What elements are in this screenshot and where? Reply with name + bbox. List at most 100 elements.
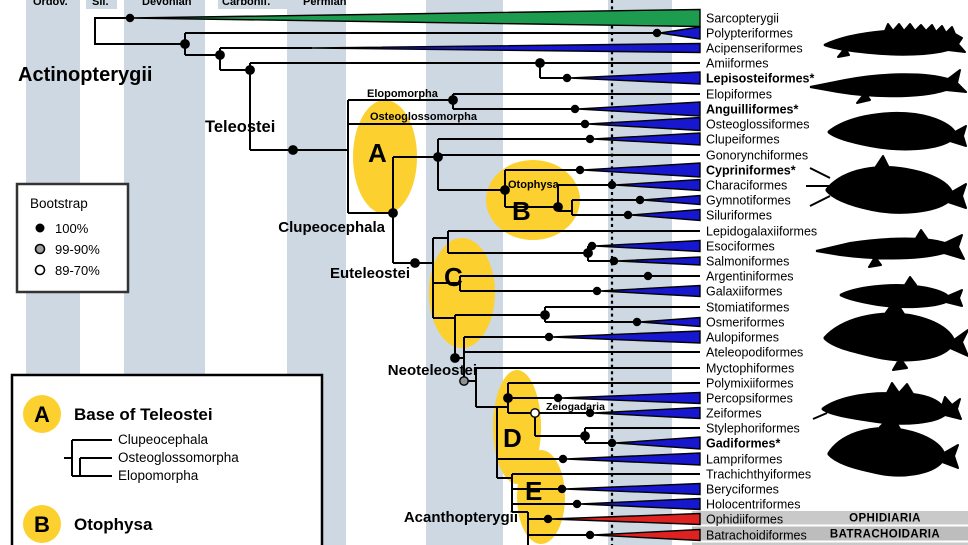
clade-wedge-Characiformes xyxy=(614,178,701,192)
clade-wedge-Osmeriformes xyxy=(639,316,701,328)
taxon-label: Polypteriformes xyxy=(706,27,793,41)
node-dot-100 xyxy=(388,208,398,218)
taxon-label: Clupeiformes xyxy=(706,133,780,147)
inset-tree-label-2: Osteoglossomorpha xyxy=(118,450,239,465)
clade-wedge-Percopsiformes xyxy=(560,391,701,405)
label-elopomorpha: Elopomorpha xyxy=(367,88,439,100)
ophidiaria-bar xyxy=(692,511,968,525)
taxon-label: Ateleopodiformes xyxy=(706,346,803,360)
next-bar-sliver xyxy=(692,542,968,545)
catfish-silhouette xyxy=(806,155,967,214)
bootstrap-item-89-70: 89-70% xyxy=(55,263,100,278)
clade-wedge-Lepisosteiformes xyxy=(569,71,701,85)
taxon-label: Salmoniformes xyxy=(706,255,789,269)
node-dot-100 xyxy=(540,310,550,320)
label-neoteleostei: Neoteleostei xyxy=(388,362,477,379)
node-dot xyxy=(557,484,567,494)
node-dot xyxy=(553,393,563,403)
clade-wedge-Polypteriformes xyxy=(659,26,701,40)
badge-A: A xyxy=(368,138,387,168)
clade-wedge-Zeiformes xyxy=(592,406,701,420)
taxon-label: Holocentriformes xyxy=(706,498,800,512)
node-dot xyxy=(587,241,597,251)
clade-wedge-Beryciformes xyxy=(564,482,701,496)
node-dot-100 xyxy=(433,152,443,162)
node-dot xyxy=(652,28,662,38)
inset-tree-label-3: Elopomorpha xyxy=(118,468,199,483)
node-dot xyxy=(543,514,553,524)
label-euteleostei: Euteleostei xyxy=(330,265,410,282)
node-dot-100 xyxy=(450,353,460,363)
timescale-labels: Ordov. Sil. Devonian Carbonif. Permian xyxy=(33,0,347,8)
bootstrap-legend: Bootstrap 100% 99-90% 89-70% xyxy=(15,182,130,294)
node-dot xyxy=(585,134,595,144)
highlight-ellipse-B xyxy=(486,160,580,240)
trout-silhouette xyxy=(823,299,968,371)
subseries-bars: OPHIDIARIA BATRACHOIDARIA xyxy=(692,511,968,545)
label-otophysa: Otophysa xyxy=(508,179,560,191)
period-label-sil: Sil. xyxy=(92,0,109,8)
node-dot-100 xyxy=(448,95,458,105)
node-dot-100 xyxy=(580,431,590,441)
period-label-ordov: Ordov. xyxy=(33,0,68,8)
gray-circle-icon xyxy=(34,243,46,255)
node-dot-100 xyxy=(553,202,563,212)
cod-silhouette xyxy=(812,382,962,425)
clade-wedge-Ophidiiformes xyxy=(550,512,701,526)
taxon-label: Argentiniformes xyxy=(706,270,794,284)
inset-badge-B: B xyxy=(34,512,50,537)
taxon-label: Esociformes xyxy=(706,240,775,254)
badge-E: E xyxy=(525,476,542,506)
taxon-label: Amiiformes xyxy=(706,57,769,71)
node-dot xyxy=(580,119,590,129)
inset-badge-A: A xyxy=(34,402,50,427)
clade-wedge-Osteoglossiformes xyxy=(587,116,701,132)
node-dot xyxy=(623,210,633,220)
taxon-label: Osmeriformes xyxy=(706,316,784,330)
highlight-ellipse-A xyxy=(353,100,417,214)
pike-silhouette xyxy=(815,229,965,268)
period-label-carbonif: Carbonif. xyxy=(222,0,270,8)
filled-circle-icon xyxy=(35,223,45,233)
taxon-label: Polymixiiformes xyxy=(706,377,794,391)
inset-tree-label-1: Clupeocephala xyxy=(118,432,209,447)
taxon-label: Elopiformes xyxy=(706,88,772,102)
node-dot-100 xyxy=(288,145,298,155)
clade-wedge-Clupeiformes xyxy=(592,132,701,146)
badge-B: B xyxy=(512,196,531,226)
batrachoidaria-bar xyxy=(692,526,968,541)
node-dot xyxy=(592,286,602,296)
taxon-label: Batrachoidiformes xyxy=(706,529,807,543)
label-actinopterygii: Actinopterygii xyxy=(18,64,152,86)
taxon-label: Characiformes xyxy=(706,179,787,193)
clade-wedge-Holocentriformes xyxy=(579,497,701,511)
node-dot xyxy=(643,271,653,281)
label-clupeocephala: Clupeocephala xyxy=(278,219,385,236)
bootstrap-item-100: 100% xyxy=(55,221,89,236)
clade-wedge-Salmoniformes xyxy=(616,256,701,266)
inset-legend: A Base of Teleostei Clupeocephala Osteog… xyxy=(10,373,324,545)
node-dot xyxy=(125,13,135,23)
period-header-box xyxy=(218,0,296,9)
taxon-label: Gadiformes* xyxy=(706,437,780,451)
node-dot xyxy=(575,165,585,175)
taxon-label: Lepidogalaxiiformes xyxy=(706,225,817,239)
node-dot-99-90 xyxy=(459,376,469,386)
open-circle-icon xyxy=(34,264,46,276)
node-dot-100 xyxy=(503,393,513,403)
clade-wedge-Aulopiformes xyxy=(551,330,701,344)
taxon-label: Myctophiformes xyxy=(706,362,794,376)
clade-wedge-Cypriniformes xyxy=(582,162,701,178)
taxon-label: Cypriniformes* xyxy=(706,164,796,178)
clade-labels: Actinopterygii Teleostei Clupeocephala E… xyxy=(18,64,605,526)
badge-C: C xyxy=(444,262,463,292)
node-dot-100 xyxy=(410,258,420,268)
node-dot xyxy=(607,438,617,448)
bootstrap-legend-box xyxy=(15,182,130,294)
clade-wedge-Galaxiiformes xyxy=(599,284,701,298)
clade-wedge-Anguilliformes xyxy=(577,101,701,117)
inset-legend-box xyxy=(10,373,324,545)
clade-wedge-Gymnotiformes xyxy=(642,194,701,206)
label-teleostei: Teleostei xyxy=(205,118,275,136)
